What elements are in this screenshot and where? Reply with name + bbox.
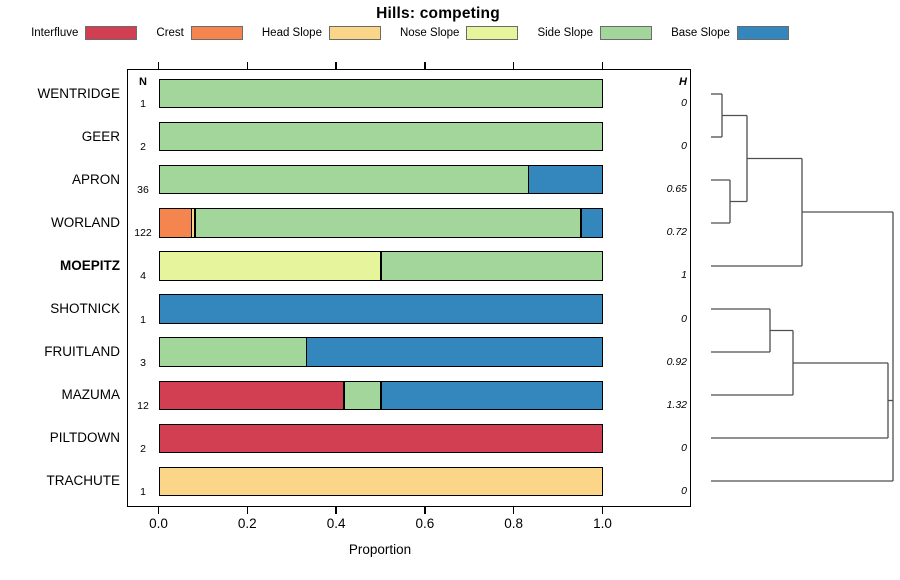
- axis-tick-bottom: [424, 507, 426, 514]
- row-label: PILTDOWN: [49, 430, 120, 446]
- axis-tick-label: 0.6: [415, 516, 435, 531]
- row-label: WENTRIDGE: [37, 85, 121, 101]
- row-label: GEER: [81, 128, 120, 144]
- axis-tick-bottom: [601, 507, 604, 514]
- bar-segment: [306, 337, 603, 367]
- bar-segment: [380, 380, 603, 411]
- row-h-value: 0: [681, 441, 687, 454]
- legend-swatch: [328, 26, 381, 40]
- axis-tick-label: 1.0: [593, 516, 612, 531]
- legend-item: Nose Slope: [399, 26, 519, 40]
- bar-row: [158, 251, 603, 281]
- axis-tick-top: [512, 62, 515, 69]
- bar-segment: [380, 251, 603, 281]
- legend-swatch: [600, 26, 653, 40]
- legend-swatch: [736, 26, 789, 40]
- row-h-value: 0.92: [666, 355, 687, 368]
- legend-label: Side Slope: [537, 27, 594, 39]
- row-h-value: 1.32: [666, 398, 687, 411]
- bar-row: [158, 337, 603, 367]
- legend-item: Side Slope: [537, 26, 653, 40]
- row-label: MOEPITZ: [60, 257, 120, 273]
- row-n-value: 4: [140, 270, 146, 283]
- row-h-value: 0: [681, 484, 687, 497]
- legend-swatch: [466, 26, 519, 40]
- row-h-value: 0.72: [666, 226, 687, 239]
- legend-item: Interfluve: [31, 26, 138, 40]
- legend-label: Interfluve: [31, 27, 79, 39]
- legend-item: Base Slope: [671, 26, 789, 40]
- h-column-header: H: [679, 76, 687, 88]
- row-h-value: 1: [681, 269, 687, 282]
- legend-swatch: [85, 26, 138, 40]
- bar-segment: [158, 251, 381, 281]
- bar-segment: [158, 121, 603, 152]
- legend-label: Base Slope: [671, 27, 730, 39]
- row-label: MAZUMA: [61, 387, 121, 403]
- row-n-value: 3: [140, 356, 146, 369]
- bar-row: [158, 380, 603, 411]
- legend-swatch: [190, 26, 243, 40]
- row-label: WORLAND: [50, 214, 120, 230]
- axis-tick-label: 0.2: [237, 516, 257, 531]
- legend-label: Crest: [156, 27, 184, 39]
- row-n-value: 122: [134, 227, 152, 240]
- row-n-value: 36: [137, 184, 149, 197]
- row-label: APRON: [71, 171, 120, 187]
- row-n-value: 1: [140, 98, 146, 110]
- legend: Interfluve Crest Head Slope Nose Slope Side …: [0, 26, 820, 40]
- row-label: FRUITLAND: [44, 344, 120, 360]
- axis-tick-top: [246, 62, 249, 69]
- x-axis-title: Proportion: [348, 542, 412, 557]
- legend-item: Head Slope: [262, 26, 381, 40]
- axis-tick-bottom: [335, 507, 337, 514]
- row-n-value: 2: [140, 141, 146, 154]
- chart-title: Hills: competing: [376, 5, 500, 22]
- row-label: SHOTNICK: [50, 301, 120, 317]
- axis-tick-bottom: [512, 507, 515, 514]
- axis-tick-label: 0.8: [504, 516, 524, 531]
- legend-label: Nose Slope: [399, 27, 460, 39]
- row-n-value: 1: [140, 485, 146, 498]
- axis-tick-top: [601, 62, 604, 69]
- axis-tick-top: [335, 62, 337, 69]
- row-h-value: 0: [681, 140, 687, 153]
- axis-tick-bottom: [246, 507, 249, 514]
- bar-row: [158, 78, 603, 109]
- row-h-value: 0: [681, 312, 687, 325]
- axis-tick-top: [157, 62, 160, 69]
- row-n-value: 12: [137, 399, 149, 412]
- row-h-value: 0.65: [666, 183, 687, 196]
- axis-tick-top: [424, 62, 426, 69]
- axis-tick-label: 0.4: [326, 516, 346, 531]
- row-n-value: 1: [140, 313, 146, 326]
- axis-tick-bottom: [157, 507, 160, 514]
- legend-item: Crest: [156, 26, 243, 40]
- legend-label: Head Slope: [261, 27, 322, 39]
- row-h-value: 0: [681, 97, 687, 109]
- row-n-value: 2: [140, 442, 146, 455]
- n-column-header: N: [139, 76, 147, 88]
- axis-tick-label: 0.0: [149, 516, 168, 531]
- row-label: TRACHUTE: [46, 473, 121, 489]
